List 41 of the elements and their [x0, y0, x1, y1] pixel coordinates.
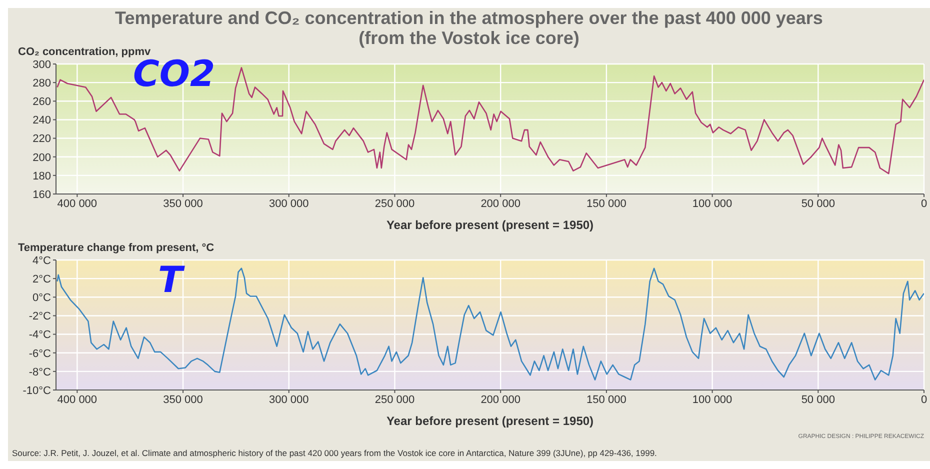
y-tick-label: -10°C [22, 384, 52, 397]
y-tick-label: -6°C [28, 348, 52, 360]
x-tick-label: 150 000 [586, 198, 626, 210]
y-tick-label: 240 [32, 114, 51, 127]
chart-title: Temperature and CO₂ concentration in the atmosphere over the past 400 000 years (from the Vostok ice core) [115, 8, 823, 48]
x-tick-label: 0 [920, 198, 928, 210]
y-tick-label: 200 [32, 152, 51, 164]
y-tick-label: 220 [32, 133, 51, 146]
x-tick-label: 50 000 [801, 198, 835, 210]
x-axis-title: Year before present (present = 1950) [386, 414, 594, 428]
y-tick-label: 2°C [32, 273, 52, 286]
line-series [56, 268, 924, 380]
y-tick-label: 4°C [32, 254, 52, 267]
y-tick-label: 260 [32, 96, 51, 108]
x-tick-label: 0 [920, 394, 928, 406]
x-tick-label: 350 000 [163, 198, 203, 210]
y-tick-label: 180 [32, 170, 51, 182]
y-tick-label: 280 [32, 77, 51, 90]
annotation: T [158, 260, 183, 301]
y-tick-label: -4°C [28, 329, 52, 342]
y-tick-label: 300 [32, 58, 51, 71]
x-tick-label: 200 000 [480, 394, 520, 406]
x-tick-label: 250 000 [374, 198, 415, 210]
x-tick-label: 100 000 [692, 394, 732, 406]
y-tick-label: 160 [32, 188, 51, 201]
x-tick-label: 400 000 [57, 198, 98, 210]
y-tick-label: 0°C [32, 292, 52, 304]
x-tick-label: 250 000 [374, 394, 415, 406]
y-axis-title: Temperature change from present, °C [18, 242, 214, 254]
x-tick-label: 300 000 [268, 394, 309, 406]
x-tick-label: 50 000 [801, 394, 835, 406]
x-tick-label: 400 000 [57, 394, 98, 406]
x-tick-label: 200 000 [480, 198, 520, 210]
y-tick-label: -2°C [28, 310, 52, 323]
x-tick-label: 100 000 [692, 198, 732, 210]
x-axis-title: Year before present (present = 1950) [386, 218, 594, 232]
y-tick-label: -8°C [28, 366, 52, 378]
x-tick-label: 300 000 [268, 198, 309, 210]
x-tick-label: 150 000 [586, 394, 626, 406]
source-note: Source: J.R. Petit, J. Jouzel, et al. Climate and atmospheric history of the past 420 000 years from the Vostok ice core in Antarctica, Nature 399 (3JUne), pp 429-436, 1999. [12, 448, 657, 458]
x-tick-label: 350 000 [163, 394, 203, 406]
